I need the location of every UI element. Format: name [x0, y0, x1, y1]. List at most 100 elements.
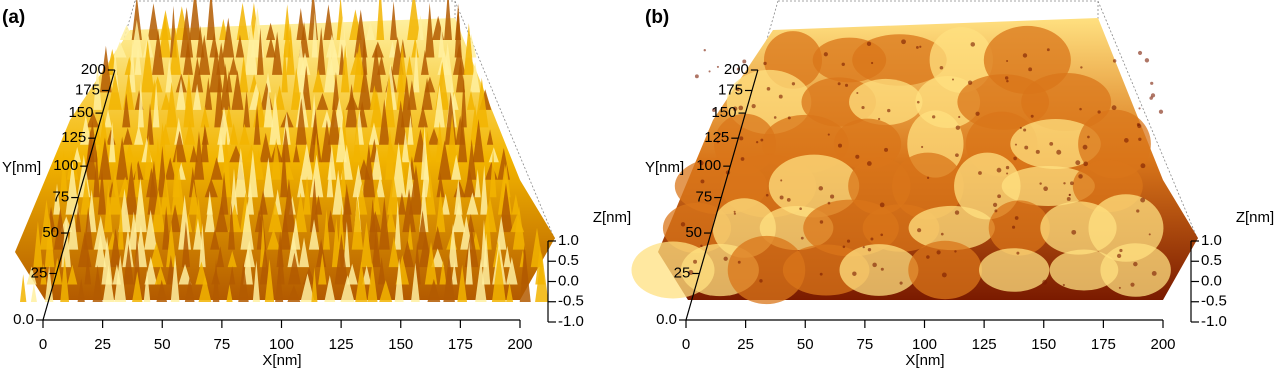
surface-peak	[80, 177, 92, 215]
surface-peak	[171, 160, 186, 215]
surface-hill	[839, 244, 919, 296]
surface-peak	[300, 273, 315, 302]
surface-peak	[300, 143, 314, 180]
surface-peak	[427, 278, 441, 302]
surface-peak	[239, 55, 249, 93]
z-axis-label: Z[nm]	[1236, 209, 1274, 226]
surface-peak	[129, 39, 136, 93]
surface-peak	[489, 149, 497, 198]
surface-peak	[210, 228, 220, 250]
surface-peak	[152, 28, 165, 75]
surface-hill	[727, 235, 806, 305]
surface-speck	[879, 202, 885, 208]
surface-peak	[53, 208, 67, 250]
surface-hill	[957, 74, 1050, 130]
surface-speck	[1005, 165, 1010, 170]
surface-peak	[198, 34, 211, 75]
surface-peak	[340, 275, 355, 302]
surface-speck	[1144, 58, 1150, 63]
surface-hill	[1010, 119, 1101, 169]
surface-peak	[92, 265, 103, 302]
surface-speck	[1158, 109, 1164, 114]
surface-peak	[353, 118, 361, 163]
surface-hill	[833, 118, 902, 170]
surface-peak	[331, 218, 341, 268]
surface-peak	[334, 233, 349, 285]
y-tick-label: 200	[724, 61, 749, 78]
x-tick-label: 50	[797, 336, 814, 353]
surface-peak	[436, 172, 445, 198]
surface-peak	[337, 204, 345, 250]
surface-peak	[147, 3, 160, 41]
surface-peak	[368, 122, 380, 145]
surface-peak	[453, 43, 466, 75]
surface-peak	[323, 4, 334, 41]
surface-speck	[1006, 79, 1009, 83]
surface-peak	[123, 243, 134, 285]
surface-peak	[275, 262, 284, 302]
surface-speck	[997, 194, 1002, 199]
surface-peak	[180, 7, 194, 58]
surface-speck	[940, 232, 944, 236]
surface-speck	[837, 143, 843, 148]
surface-speck	[716, 65, 719, 68]
surface-speck	[773, 116, 777, 119]
surface-speck	[1062, 283, 1065, 287]
surface-peak	[506, 257, 518, 285]
panel: (b) 0 25 50 75 100 125 150 175 200 X[nm] 0.0 25 50 75 1…	[631, 0, 1274, 369]
surface-peak	[137, 80, 144, 128]
surface-speck	[842, 245, 846, 249]
surface-peak	[320, 119, 333, 163]
surface-peak	[246, 144, 257, 163]
x-tick-label: 50	[154, 336, 171, 353]
surface-speck	[1024, 145, 1029, 150]
surface-peak	[361, 34, 368, 75]
surface-peak	[188, 182, 199, 215]
surface-speck	[926, 176, 930, 180]
surface-hill	[908, 240, 982, 300]
surface-peak	[194, 197, 203, 233]
surface-peak	[274, 85, 285, 110]
surface-peak	[369, 44, 383, 93]
z-tick-label: 1.0	[558, 232, 579, 249]
surface-peak	[303, 175, 311, 215]
surface-peak	[441, 193, 450, 215]
y-axis-label: Y[nm]	[2, 159, 41, 176]
surface-peak	[268, 201, 283, 233]
surface-speck	[1140, 197, 1146, 203]
surface-peak	[265, 37, 276, 58]
surface-peak	[466, 192, 479, 215]
surface-speck	[1082, 144, 1088, 150]
surface-speck	[827, 133, 830, 136]
surface-peak	[235, 34, 245, 58]
surface-peak	[491, 249, 506, 302]
surface-speck	[740, 157, 745, 161]
surface-speck	[861, 105, 865, 110]
surface-peak	[460, 75, 467, 128]
surface-peak	[394, 258, 404, 302]
surface-peak	[143, 270, 151, 302]
surface-peak	[253, 104, 261, 145]
z-tick-label: -0.5	[558, 293, 584, 310]
surface-peak	[401, 131, 410, 163]
surface-peak	[511, 194, 520, 215]
surface-peak	[178, 195, 192, 250]
surface-peak	[181, 221, 191, 268]
surface-peak	[535, 251, 549, 302]
surface-peak	[394, 200, 401, 250]
surface-speck	[827, 201, 831, 205]
surface-peak	[134, 125, 144, 145]
surface-peak	[169, 204, 181, 233]
surface-speck	[841, 62, 845, 66]
surface-speck	[1068, 193, 1071, 197]
surface-peak	[252, 260, 260, 302]
surface-peak	[104, 184, 113, 233]
surface-speck	[1004, 76, 1009, 80]
surface-speck	[1023, 128, 1027, 132]
surface-hill	[908, 205, 995, 251]
surface-peak	[60, 150, 68, 198]
surface-peak	[206, 0, 216, 40]
surface-peak	[475, 258, 487, 302]
surface-speck	[1080, 66, 1083, 69]
surface-peak	[451, 262, 458, 285]
